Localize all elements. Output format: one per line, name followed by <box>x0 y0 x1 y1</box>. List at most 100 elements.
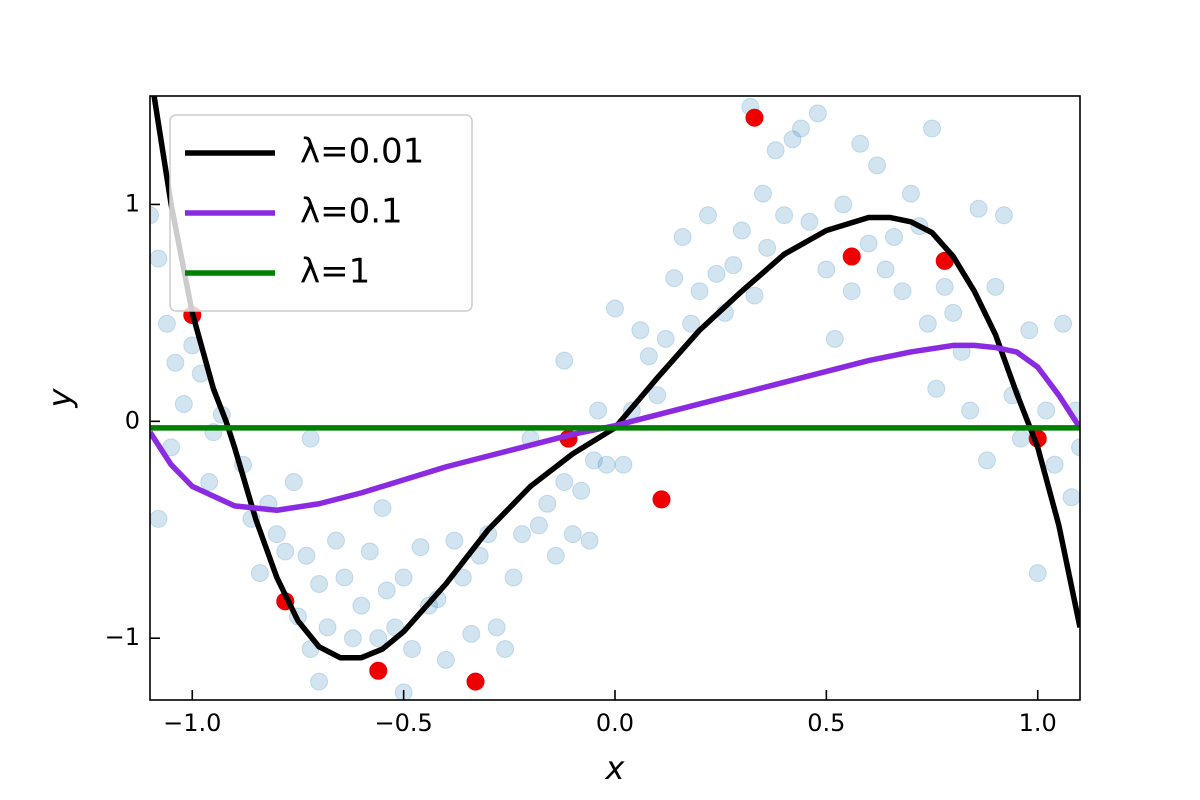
scatter-point <box>360 542 379 561</box>
scatter-point <box>690 282 709 301</box>
scatter-point <box>343 629 362 648</box>
scatter-point <box>753 184 772 203</box>
y-tick-label: −1 <box>105 623 140 651</box>
scatter-point <box>174 394 193 413</box>
scatter-point <box>842 282 861 301</box>
scatter-point <box>580 531 599 550</box>
line-series <box>150 342 1080 513</box>
x-tick-label: 1.0 <box>1019 709 1057 737</box>
x-tick-label: −1.0 <box>163 709 221 737</box>
scatter-point <box>994 206 1013 225</box>
scatter-point <box>859 234 878 253</box>
scatter-point <box>978 451 996 470</box>
scatter-point <box>918 314 937 333</box>
scatter-point <box>436 650 455 669</box>
scatter-point <box>656 329 675 348</box>
scatter-point <box>150 509 168 528</box>
scatter-point <box>200 473 219 492</box>
scatter-point <box>1054 314 1073 333</box>
scatter-point <box>935 277 954 296</box>
scatter-point <box>150 206 159 225</box>
scatter-point <box>403 640 422 659</box>
scatter-point <box>589 401 608 420</box>
scatter-point <box>487 618 506 637</box>
legend-label: λ=0.1 <box>300 192 403 232</box>
scatter-point <box>352 596 371 615</box>
scatter-point <box>563 525 582 544</box>
x-tick-label: −0.5 <box>374 709 432 737</box>
scatter-point <box>318 618 337 637</box>
y-tick-label: 1 <box>125 189 140 217</box>
scatter-point <box>394 568 413 587</box>
scatter-point <box>842 247 861 266</box>
scatter-point <box>597 455 616 474</box>
legend-box <box>169 114 473 312</box>
scatter-point <box>944 303 963 322</box>
scatter-point <box>335 568 354 587</box>
scatter-point <box>969 199 988 218</box>
scatter-point <box>800 212 819 231</box>
scatter-point <box>310 574 329 593</box>
scatter-point <box>665 269 684 288</box>
x-tick-label: 0.0 <box>596 709 634 737</box>
scatter-point <box>724 256 743 275</box>
scatter-point <box>808 104 827 123</box>
scatter-point <box>851 134 870 153</box>
x-axis-label: x <box>605 749 626 787</box>
scatter-point <box>817 260 836 279</box>
scatter-point <box>284 473 303 492</box>
scatter-point <box>1020 321 1039 340</box>
scatter-point <box>707 264 726 283</box>
scatter-point <box>673 227 692 246</box>
scatter-point <box>267 525 286 544</box>
scatter-point <box>513 525 531 544</box>
scatter-point <box>411 538 430 557</box>
scatter-point <box>834 195 853 214</box>
scatter-point <box>1062 488 1080 507</box>
scatter-point <box>445 531 464 550</box>
scatter-point <box>310 672 329 691</box>
scatter-point <box>157 314 176 333</box>
scatter-point <box>893 282 912 301</box>
legend-label: λ=1 <box>300 252 370 292</box>
scatter-point <box>529 516 548 535</box>
line-series <box>151 96 1080 661</box>
scatter-point <box>923 119 942 138</box>
scatter-point <box>546 546 565 565</box>
scatter-point <box>276 542 295 561</box>
scatter-point <box>538 494 557 513</box>
y-tick-label: 0 <box>125 406 140 434</box>
scatter-point <box>876 260 895 279</box>
scatter-point <box>783 130 802 149</box>
scatter-point <box>369 661 388 680</box>
scatter-point <box>631 321 650 340</box>
scatter-point <box>504 568 523 587</box>
x-tick-label: 0.5 <box>807 709 845 737</box>
scatter-point <box>766 141 785 160</box>
scatter-point <box>825 329 844 348</box>
y-axis-label: y <box>41 387 79 408</box>
scatter-point <box>868 156 887 175</box>
scatter-point <box>1037 401 1056 420</box>
scatter-point <box>986 277 1005 296</box>
scatter-point <box>745 286 764 305</box>
scatter-point <box>572 481 591 500</box>
legend-label: λ=0.01 <box>300 132 424 172</box>
scatter-point <box>377 581 396 600</box>
scatter-point <box>775 206 794 225</box>
scatter-point <box>885 227 903 246</box>
scatter-point <box>373 499 392 518</box>
scatter-point <box>606 299 624 318</box>
scatter-point <box>555 351 574 370</box>
scatter-point <box>758 238 777 257</box>
scatter-point <box>496 640 515 659</box>
scatter-point <box>462 624 481 643</box>
scatter-point <box>1045 455 1064 474</box>
scatter-point <box>961 401 980 420</box>
scatter-point <box>745 108 764 127</box>
scatter-point <box>555 473 574 492</box>
scatter-point <box>682 314 701 333</box>
scatter-point <box>639 347 658 366</box>
scatter-point <box>301 429 320 448</box>
